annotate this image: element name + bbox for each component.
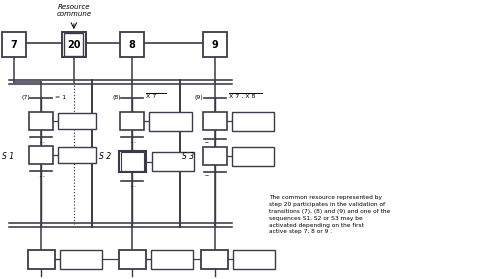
Bar (58, 147, 96, 163)
Text: S 2: S 2 (99, 152, 111, 161)
Bar (233, 250, 275, 269)
Text: The common resource represented by
step 20 participates in the validation of
tra: The common resource represented by step … (269, 195, 391, 234)
Text: 7: 7 (10, 40, 17, 50)
Text: Resource
commune: Resource commune (56, 4, 91, 17)
Text: 9: 9 (211, 40, 218, 50)
Bar (151, 250, 193, 269)
Text: = 1: = 1 (55, 95, 66, 100)
Text: 8: 8 (129, 40, 136, 50)
Bar (62, 32, 86, 57)
Bar (203, 32, 227, 57)
Text: ...: ... (129, 181, 136, 189)
Bar (152, 152, 194, 171)
Text: ...: ... (38, 136, 45, 145)
Text: ...: ... (38, 170, 45, 179)
Bar (119, 151, 146, 172)
Bar (201, 251, 228, 268)
Text: S 3: S 3 (182, 152, 194, 161)
Bar (29, 112, 53, 131)
Bar (120, 32, 144, 57)
Text: --: -- (205, 139, 210, 145)
Bar (120, 112, 144, 131)
Text: ...: ... (129, 136, 136, 145)
Text: (8): (8) (113, 95, 121, 100)
Bar (2, 32, 26, 57)
Text: (9): (9) (195, 95, 204, 100)
Bar (64, 33, 83, 56)
Text: --: -- (205, 172, 210, 179)
Bar (149, 112, 192, 131)
Text: S 1: S 1 (2, 152, 14, 161)
Bar (119, 251, 146, 268)
Bar (58, 113, 96, 129)
Bar (232, 147, 274, 166)
Text: (7): (7) (21, 95, 30, 100)
Bar (28, 251, 55, 268)
Bar (203, 147, 227, 165)
Bar (29, 146, 53, 164)
Bar (232, 112, 274, 131)
Text: 20: 20 (67, 40, 81, 50)
Bar (121, 152, 144, 171)
Text: X 7 , X 8: X 7 , X 8 (229, 94, 255, 99)
Bar (203, 112, 227, 131)
Bar (60, 250, 102, 269)
Text: X 7: X 7 (146, 94, 157, 99)
